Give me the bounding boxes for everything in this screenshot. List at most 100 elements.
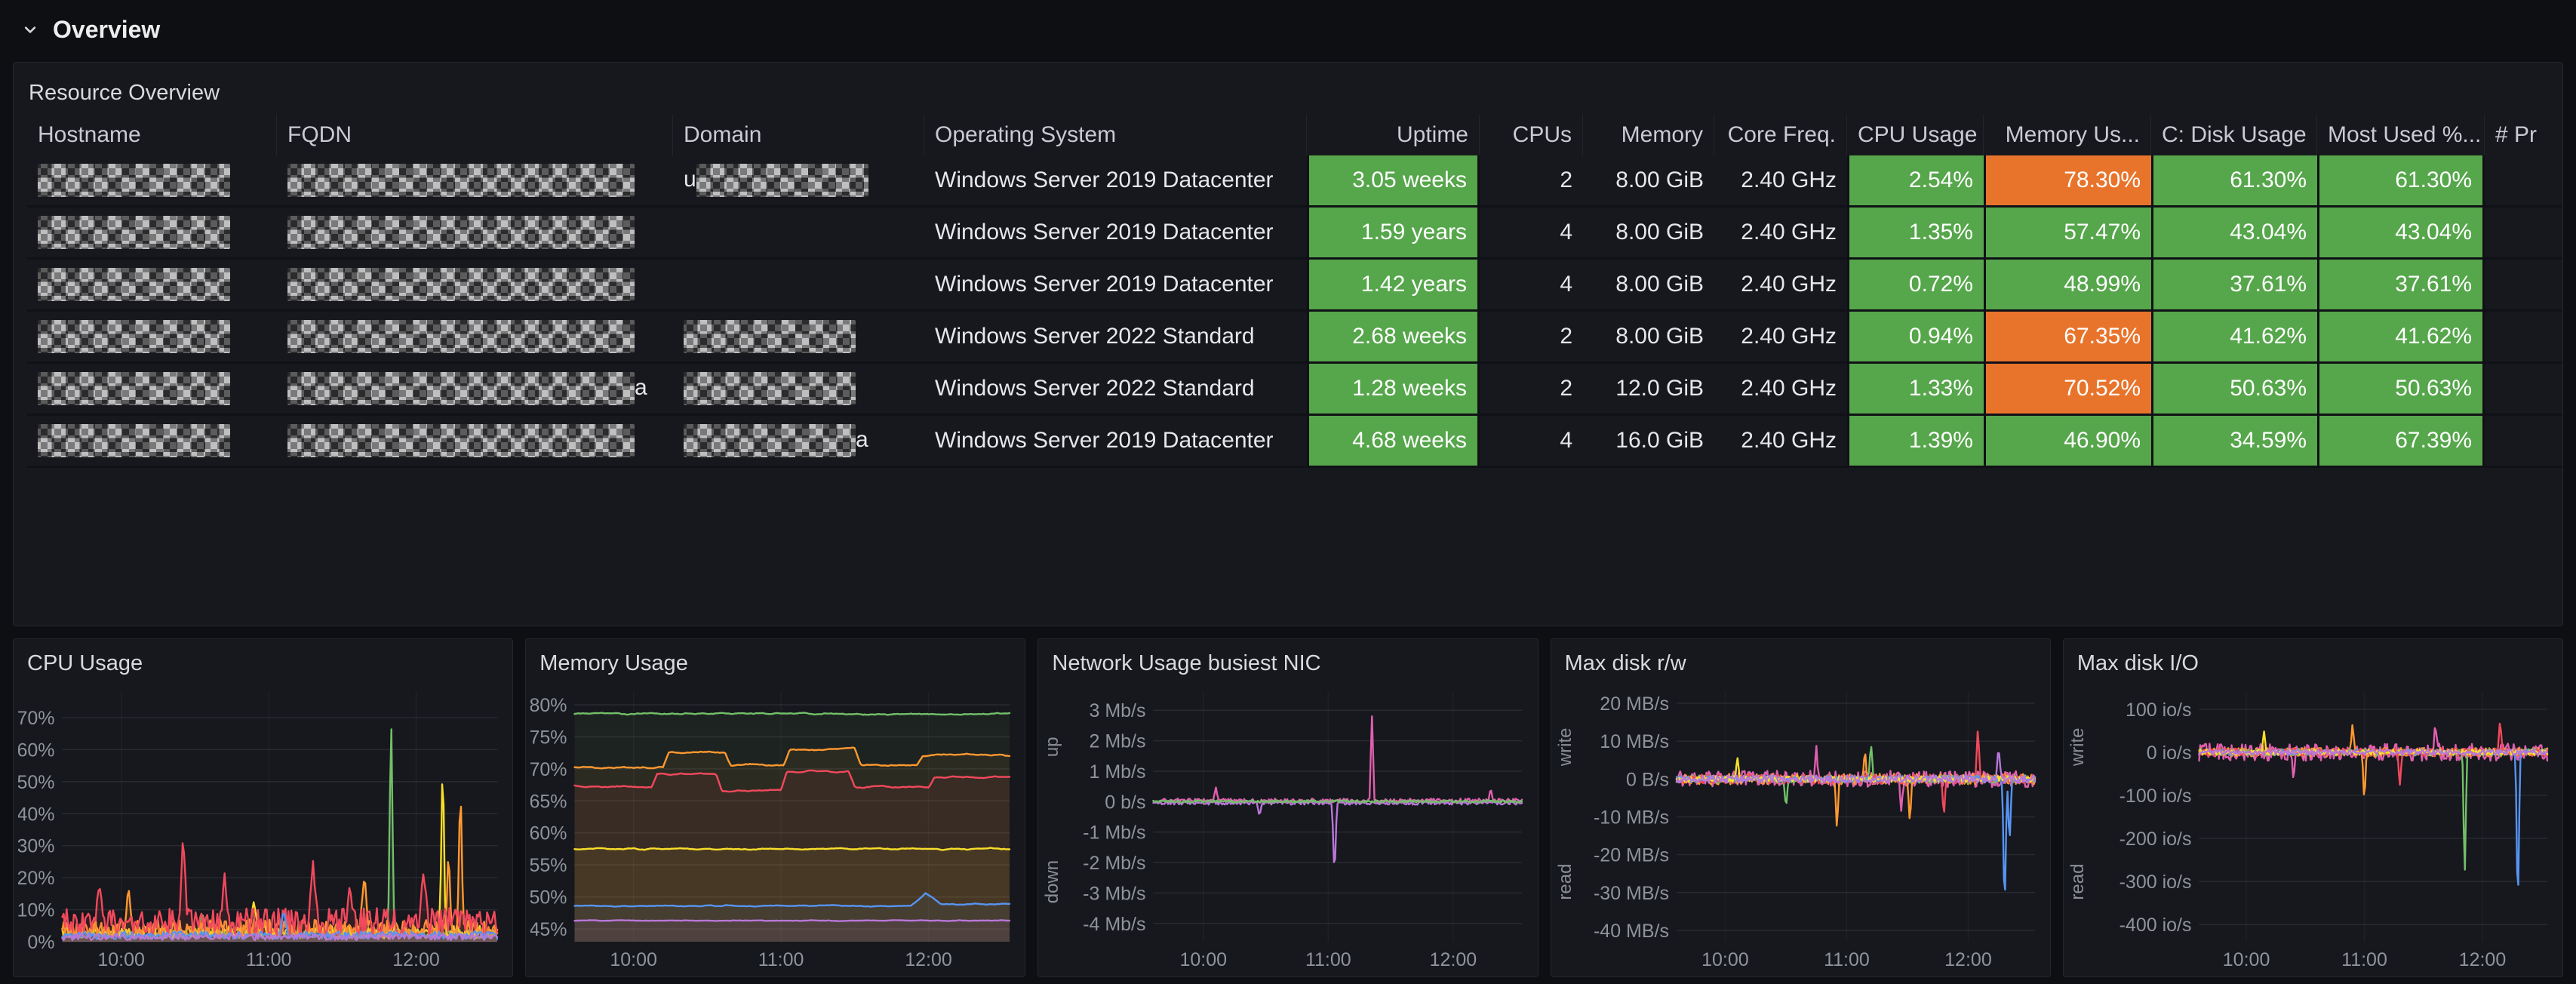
- cell-os: Windows Server 2019 Datacenter: [924, 260, 1307, 312]
- svg-text:12:00: 12:00: [1944, 949, 1992, 970]
- column-header-disk[interactable]: C: Disk Usage: [2151, 115, 2317, 155]
- cell-cpu: 0.72%: [1847, 260, 1984, 312]
- cell-hostname: [27, 416, 277, 468]
- svg-text:read: read: [2068, 864, 2088, 900]
- resource-overview-panel: Resource Overview Hostname FQDN Domain Oper…: [13, 62, 2563, 626]
- charts-row: CPU Usage 0% 10% 20% 30% 40% 50% 60% 70% 10:00 11:…: [13, 638, 2564, 977]
- table-row: a Windows Server 2019 Datacenter 4.68 week…: [27, 416, 2562, 468]
- redacted-fqdn: [287, 164, 635, 197]
- column-header-domain[interactable]: Domain: [673, 115, 924, 155]
- cell-cpu: 0.94%: [1847, 312, 1984, 364]
- chart-panel: Max disk r/w 20 MB/s 10 MB/s 0 B/s -10 MB/s -…: [1550, 638, 2051, 977]
- column-header-hostname[interactable]: Hostname: [27, 115, 277, 155]
- panel-title[interactable]: Resource Overview: [29, 81, 220, 105]
- cell-most: 67.39%: [2317, 416, 2485, 468]
- column-header-cpu[interactable]: CPU Usage: [1847, 115, 1984, 155]
- svg-text:10:00: 10:00: [1701, 949, 1749, 970]
- column-header-cpus[interactable]: CPUs: [1480, 115, 1583, 155]
- cell-os: Windows Server 2019 Datacenter: [924, 208, 1307, 260]
- redacted-fqdn: [287, 320, 635, 353]
- cell-domain: [673, 364, 924, 416]
- cell-domain: [673, 208, 924, 260]
- svg-text:10:00: 10:00: [1180, 949, 1228, 970]
- cell-mem: 70.52%: [1984, 364, 2151, 416]
- chart-panel-title[interactable]: Max disk r/w: [1564, 651, 1686, 675]
- cell-mem: 48.99%: [1984, 260, 2151, 312]
- svg-text:12:00: 12:00: [392, 949, 440, 970]
- svg-text:3 Mb/s: 3 Mb/s: [1090, 700, 1146, 721]
- svg-text:10:00: 10:00: [2223, 949, 2270, 970]
- chart-canvas[interactable]: 3 Mb/s 2 Mb/s 1 Mb/s 0 b/s -1 Mb/s -2 Mb/s -3 …: [1042, 681, 1532, 972]
- svg-text:10%: 10%: [18, 900, 55, 921]
- svg-text:12:00: 12:00: [1430, 949, 1477, 970]
- chart-panel-title[interactable]: CPU Usage: [27, 651, 143, 675]
- chart-panel: Network Usage busiest NIC 3 Mb/s 2 Mb/s 1 M…: [1037, 638, 1539, 977]
- cell-hostname: [27, 364, 277, 416]
- svg-text:down: down: [1043, 860, 1062, 903]
- svg-text:-20 MB/s: -20 MB/s: [1594, 845, 1669, 866]
- chevron-down-icon: [20, 19, 41, 40]
- column-header-mem[interactable]: Memory Us...: [1984, 115, 2151, 155]
- svg-text:80%: 80%: [530, 695, 567, 716]
- resource-table-body: u Windows Server 2019 Datacenter 3.05 week…: [27, 155, 2562, 468]
- svg-text:-100 io/s: -100 io/s: [2119, 786, 2191, 807]
- cell-uptime: 1.42 years: [1307, 260, 1480, 312]
- chart-canvas[interactable]: 45% 50% 55% 60% 65% 70% 75% 80% 10:00 11:00 12:00: [530, 681, 1020, 972]
- redacted-hostname: [38, 216, 230, 249]
- section-header-overview[interactable]: Overview: [0, 0, 2576, 59]
- cell-freq: 2.40 GHz: [1714, 312, 1847, 364]
- svg-text:-200 io/s: -200 io/s: [2119, 829, 2191, 850]
- cell-domain: [673, 260, 924, 312]
- svg-text:0 B/s: 0 B/s: [1626, 769, 1669, 790]
- cell-mem: 46.90%: [1984, 416, 2151, 468]
- cell-memory: 12.0 GiB: [1583, 364, 1714, 416]
- cell-fqdn: [277, 155, 673, 208]
- cell-cpus: 2: [1480, 155, 1583, 208]
- cell-procs: [2485, 312, 2562, 364]
- svg-text:20 MB/s: 20 MB/s: [1600, 693, 1669, 715]
- table-row: Windows Server 2022 Standard 2.68 weeks 2 8…: [27, 312, 2562, 364]
- svg-text:write: write: [2068, 727, 2088, 767]
- cell-most: 50.63%: [2317, 364, 2485, 416]
- cell-domain: [673, 312, 924, 364]
- svg-text:0 b/s: 0 b/s: [1105, 792, 1146, 813]
- cell-memory: 8.00 GiB: [1583, 312, 1714, 364]
- cell-fqdn: a: [277, 364, 673, 416]
- column-header-uptime[interactable]: Uptime: [1307, 115, 1480, 155]
- redacted-hostname: [38, 164, 230, 197]
- column-header-most[interactable]: Most Used %...: [2317, 115, 2485, 155]
- cell-disk: 50.63%: [2151, 364, 2317, 416]
- table-row: a Windows Server 2022 Standard 1.28 weeks 2…: [27, 364, 2562, 416]
- svg-text:12:00: 12:00: [2458, 949, 2506, 970]
- column-header-memory[interactable]: Memory: [1583, 115, 1714, 155]
- cell-domain: u: [673, 155, 924, 208]
- cell-memory: 16.0 GiB: [1583, 416, 1714, 468]
- cell-os: Windows Server 2022 Standard: [924, 312, 1307, 364]
- chart-canvas[interactable]: 0% 10% 20% 30% 40% 50% 60% 70% 10:00 11:00 12:00: [17, 681, 508, 972]
- svg-text:10 MB/s: 10 MB/s: [1600, 731, 1669, 752]
- cell-most: 43.04%: [2317, 208, 2485, 260]
- cell-os: Windows Server 2019 Datacenter: [924, 155, 1307, 208]
- cell-os: Windows Server 2022 Standard: [924, 364, 1307, 416]
- cell-uptime: 3.05 weeks: [1307, 155, 1480, 208]
- column-header-os[interactable]: Operating System: [924, 115, 1307, 155]
- svg-text:-3 Mb/s: -3 Mb/s: [1084, 883, 1146, 904]
- svg-text:-1 Mb/s: -1 Mb/s: [1084, 823, 1146, 844]
- svg-text:12:00: 12:00: [905, 949, 952, 970]
- cell-disk: 34.59%: [2151, 416, 2317, 468]
- chart-panel-title[interactable]: Memory Usage: [539, 651, 688, 675]
- redacted-domain: [696, 164, 868, 197]
- column-header-freq[interactable]: Core Freq.: [1714, 115, 1847, 155]
- chart-panel-title[interactable]: Max disk I/O: [2076, 651, 2199, 675]
- cell-uptime: 4.68 weeks: [1307, 416, 1480, 468]
- svg-text:50%: 50%: [530, 887, 567, 909]
- chart-canvas[interactable]: 20 MB/s 10 MB/s 0 B/s -10 MB/s -20 MB/s -30 M…: [1555, 681, 2046, 972]
- cell-domain: a: [673, 416, 924, 468]
- chart-canvas[interactable]: 100 io/s 0 io/s -100 io/s -200 io/s -300 io/…: [2067, 681, 2558, 972]
- column-header-procs[interactable]: # Pr: [2485, 115, 2562, 155]
- chart-panel-title[interactable]: Network Usage busiest NIC: [1052, 651, 1321, 675]
- cell-procs: [2485, 260, 2562, 312]
- table-row: Windows Server 2019 Datacenter 1.42 years…: [27, 260, 2562, 312]
- svg-text:45%: 45%: [530, 919, 567, 940]
- column-header-fqdn[interactable]: FQDN: [277, 115, 673, 155]
